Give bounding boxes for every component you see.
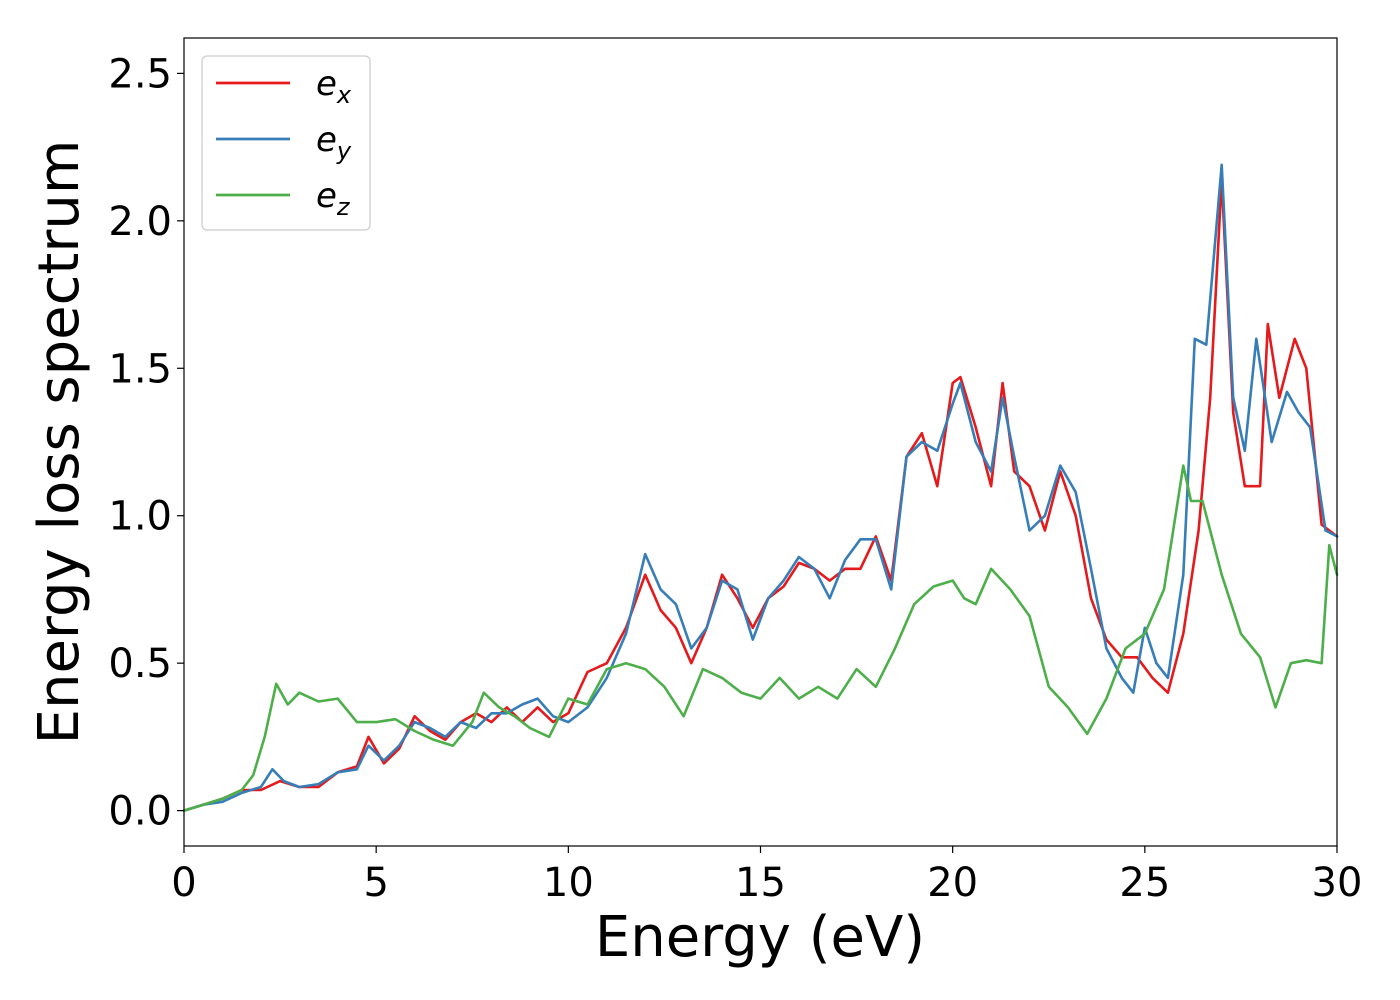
y-tick-label: 0.0 [108, 789, 172, 835]
x-tick-label: 20 [927, 860, 978, 906]
x-tick-label: 0 [171, 860, 196, 906]
x-tick-label: 30 [1312, 860, 1363, 906]
y-tick-label: 2.5 [108, 51, 172, 97]
y-tick-label: 1.0 [108, 494, 172, 540]
series-layer [182, 163, 1339, 812]
plot-background [184, 38, 1337, 846]
legend-box [201, 55, 371, 231]
x-tick-label: 25 [1119, 860, 1170, 906]
x-tick-label: 10 [543, 860, 594, 906]
y-tick-label: 1.5 [108, 346, 172, 392]
x-tick-label: 15 [735, 860, 786, 906]
series-line-z [182, 464, 1339, 812]
x-axis-label: Energy (eV) [595, 905, 925, 970]
y-tick-label: 2.0 [108, 199, 172, 245]
series-line-y [182, 163, 1339, 812]
x-tick-label: 5 [363, 860, 388, 906]
y-axis: 0.0 0.5 1.0 1.5 2.0 2.5 [108, 51, 184, 835]
y-tick-label: 0.5 [108, 641, 172, 687]
x-axis: 0 5 10 15 20 25 30 [171, 846, 1362, 906]
y-axis-label: Energy loss spectrum [27, 140, 92, 745]
